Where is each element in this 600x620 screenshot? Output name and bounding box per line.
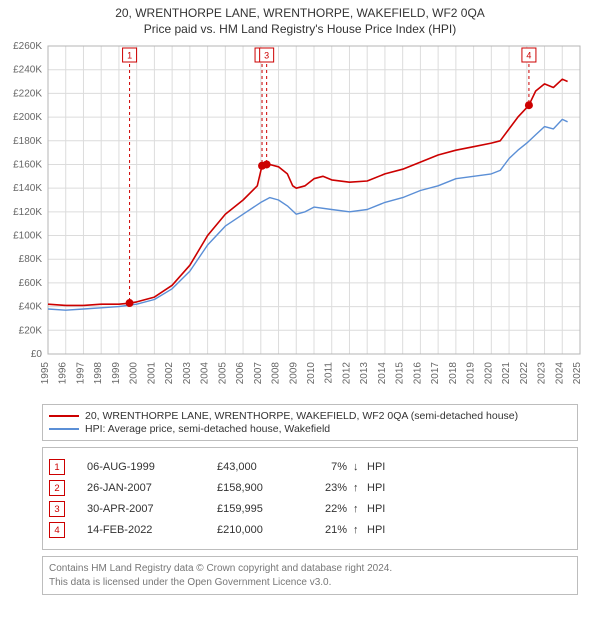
svg-text:2012: 2012 bbox=[341, 362, 352, 385]
arrow-icon: ↑ bbox=[353, 482, 367, 494]
svg-text:2020: 2020 bbox=[483, 362, 494, 385]
svg-text:2007: 2007 bbox=[253, 362, 264, 385]
tx-price: £210,000 bbox=[217, 524, 307, 536]
svg-text:£100K: £100K bbox=[13, 231, 42, 242]
tx-suffix: HPI bbox=[367, 503, 385, 515]
svg-text:2010: 2010 bbox=[306, 362, 317, 385]
titles: 20, WRENTHORPE LANE, WRENTHORPE, WAKEFIE… bbox=[0, 0, 600, 38]
arrow-icon: ↑ bbox=[353, 524, 367, 536]
tx-suffix: HPI bbox=[367, 482, 385, 494]
svg-text:£160K: £160K bbox=[13, 159, 42, 170]
chart: £0 £20K £40K £60K £80K £100K £120K £140K £160K £1… bbox=[0, 38, 600, 398]
legend-item: HPI: Average price, semi-detached house,… bbox=[49, 423, 571, 435]
tx-date: 26-JAN-2007 bbox=[87, 482, 217, 494]
svg-text:£20K: £20K bbox=[19, 325, 43, 336]
tx-pct: 22% bbox=[307, 503, 347, 515]
tx-date: 06-AUG-1999 bbox=[87, 461, 217, 473]
footer-line: This data is licensed under the Open Gov… bbox=[49, 576, 571, 590]
svg-text:2005: 2005 bbox=[217, 362, 228, 385]
arrow-icon: ↑ bbox=[353, 503, 367, 515]
svg-text:2001: 2001 bbox=[146, 362, 157, 385]
svg-text:£60K: £60K bbox=[19, 278, 43, 289]
footer-line: Contains HM Land Registry data © Crown c… bbox=[49, 562, 571, 576]
chart-container: 20, WRENTHORPE LANE, WRENTHORPE, WAKEFIE… bbox=[0, 0, 600, 595]
svg-text:£80K: £80K bbox=[19, 254, 43, 265]
transactions-table: 1 06-AUG-1999 £43,000 7% ↓ HPI 2 26-JAN-… bbox=[42, 447, 578, 550]
svg-text:£260K: £260K bbox=[13, 41, 42, 52]
svg-text:£200K: £200K bbox=[13, 112, 42, 123]
svg-text:1: 1 bbox=[127, 51, 132, 61]
table-row: 3 30-APR-2007 £159,995 22% ↑ HPI bbox=[49, 501, 571, 517]
legend-swatch bbox=[49, 428, 79, 430]
svg-text:2019: 2019 bbox=[466, 362, 477, 385]
tx-marker-box: 1 bbox=[49, 459, 65, 475]
svg-text:1997: 1997 bbox=[75, 362, 86, 385]
legend-label: HPI: Average price, semi-detached house,… bbox=[85, 423, 330, 435]
arrow-icon: ↓ bbox=[353, 461, 367, 473]
legend: 20, WRENTHORPE LANE, WRENTHORPE, WAKEFIE… bbox=[42, 404, 578, 441]
footer: Contains HM Land Registry data © Crown c… bbox=[42, 556, 578, 595]
svg-text:1999: 1999 bbox=[111, 362, 122, 385]
svg-text:2022: 2022 bbox=[519, 362, 530, 385]
svg-text:2006: 2006 bbox=[235, 362, 246, 385]
svg-text:2011: 2011 bbox=[324, 362, 335, 384]
tx-price: £159,995 bbox=[217, 503, 307, 515]
legend-swatch bbox=[49, 415, 79, 417]
svg-text:2009: 2009 bbox=[288, 362, 299, 385]
svg-text:£180K: £180K bbox=[13, 136, 42, 147]
tx-marker-box: 3 bbox=[49, 501, 65, 517]
svg-text:2015: 2015 bbox=[395, 362, 406, 385]
tx-date: 14-FEB-2022 bbox=[87, 524, 217, 536]
table-row: 4 14-FEB-2022 £210,000 21% ↑ HPI bbox=[49, 522, 571, 538]
tx-pct: 23% bbox=[307, 482, 347, 494]
tx-pct: 21% bbox=[307, 524, 347, 536]
svg-text:1998: 1998 bbox=[93, 362, 104, 385]
legend-label: 20, WRENTHORPE LANE, WRENTHORPE, WAKEFIE… bbox=[85, 410, 518, 422]
svg-text:2004: 2004 bbox=[200, 362, 211, 385]
svg-text:2017: 2017 bbox=[430, 362, 441, 385]
svg-text:2023: 2023 bbox=[537, 362, 548, 385]
tx-price: £43,000 bbox=[217, 461, 307, 473]
svg-text:2000: 2000 bbox=[129, 362, 140, 385]
svg-text:£120K: £120K bbox=[13, 207, 42, 218]
tx-pct: 7% bbox=[307, 461, 347, 473]
svg-text:4: 4 bbox=[526, 51, 531, 61]
svg-text:£220K: £220K bbox=[13, 88, 42, 99]
table-row: 2 26-JAN-2007 £158,900 23% ↑ HPI bbox=[49, 480, 571, 496]
svg-text:2016: 2016 bbox=[412, 362, 423, 385]
svg-text:3: 3 bbox=[264, 51, 269, 61]
svg-text:£240K: £240K bbox=[13, 65, 42, 76]
legend-item: 20, WRENTHORPE LANE, WRENTHORPE, WAKEFIE… bbox=[49, 410, 571, 422]
svg-text:2025: 2025 bbox=[572, 362, 583, 385]
svg-text:1995: 1995 bbox=[40, 362, 51, 385]
tx-suffix: HPI bbox=[367, 461, 385, 473]
svg-text:2021: 2021 bbox=[501, 362, 512, 385]
svg-text:1996: 1996 bbox=[58, 362, 69, 385]
tx-suffix: HPI bbox=[367, 524, 385, 536]
svg-text:£140K: £140K bbox=[13, 183, 42, 194]
svg-text:2008: 2008 bbox=[271, 362, 282, 385]
title-sub: Price paid vs. HM Land Registry's House … bbox=[10, 22, 590, 36]
title-main: 20, WRENTHORPE LANE, WRENTHORPE, WAKEFIE… bbox=[10, 6, 590, 20]
svg-text:2024: 2024 bbox=[554, 362, 565, 385]
svg-text:2018: 2018 bbox=[448, 362, 459, 385]
tx-price: £158,900 bbox=[217, 482, 307, 494]
table-row: 1 06-AUG-1999 £43,000 7% ↓ HPI bbox=[49, 459, 571, 475]
svg-text:£0: £0 bbox=[31, 349, 43, 360]
svg-text:2013: 2013 bbox=[359, 362, 370, 385]
tx-marker-box: 4 bbox=[49, 522, 65, 538]
tx-date: 30-APR-2007 bbox=[87, 503, 217, 515]
svg-text:£40K: £40K bbox=[19, 302, 43, 313]
svg-text:2002: 2002 bbox=[164, 362, 175, 385]
chart-svg: £0 £20K £40K £60K £80K £100K £120K £140K £160K £1… bbox=[0, 38, 600, 398]
svg-text:2003: 2003 bbox=[182, 362, 193, 385]
svg-text:2014: 2014 bbox=[377, 362, 388, 385]
tx-marker-box: 2 bbox=[49, 480, 65, 496]
